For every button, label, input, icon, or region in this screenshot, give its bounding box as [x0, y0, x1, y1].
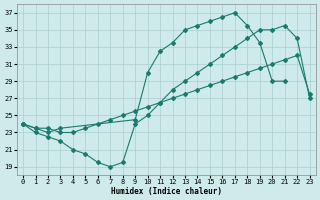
X-axis label: Humidex (Indice chaleur): Humidex (Indice chaleur) [111, 187, 222, 196]
